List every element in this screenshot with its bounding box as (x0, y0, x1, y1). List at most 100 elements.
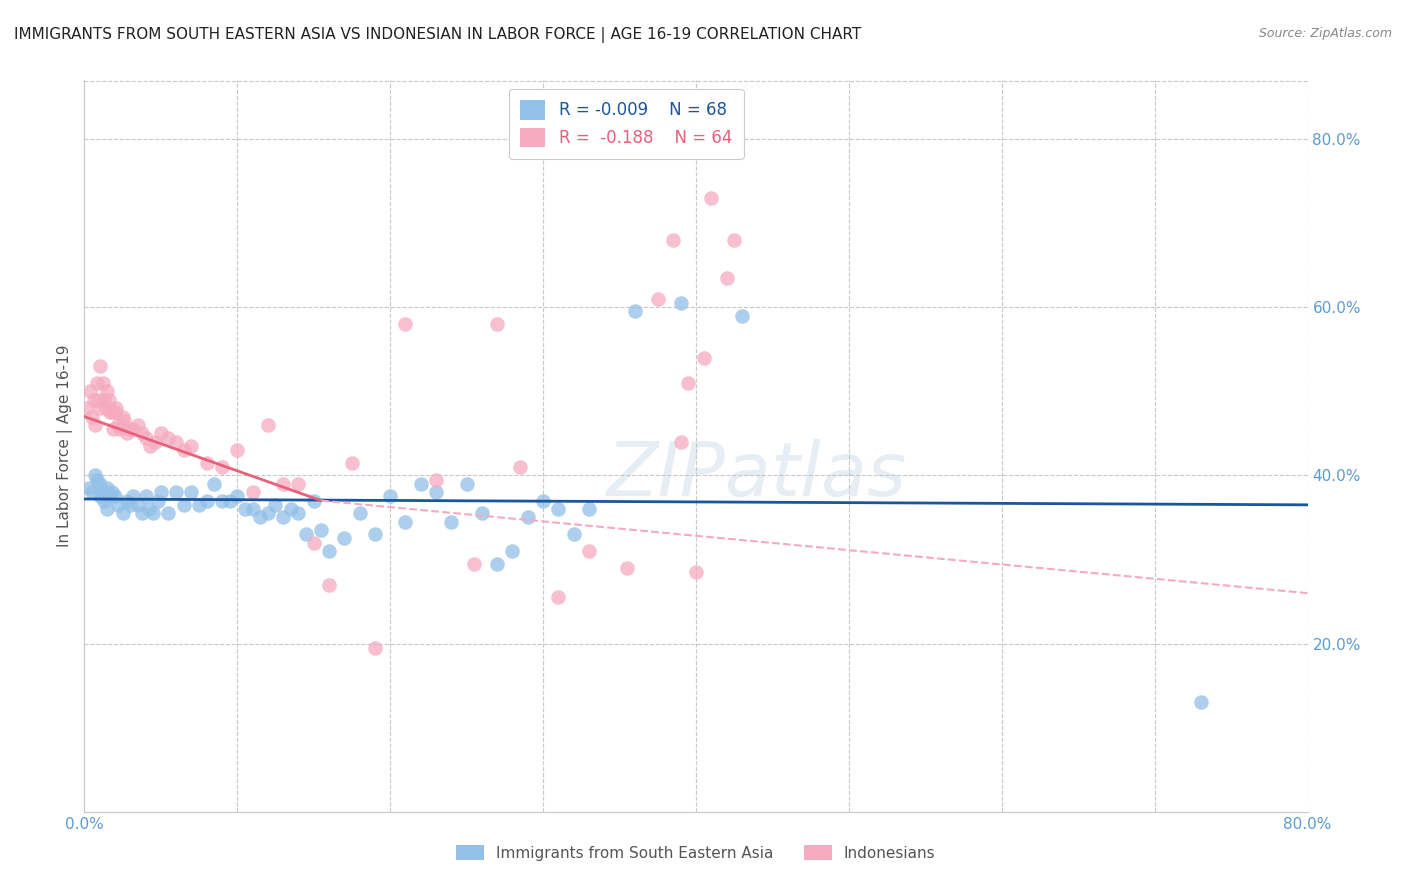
Point (486, 557, 509, 571)
Point (364, 527, 387, 541)
Point (509, 460, 531, 475)
Point (311, 523, 333, 537)
Point (84, 468, 107, 483)
Legend: Immigrants from South Eastern Asia, Indonesians: Immigrants from South Eastern Asia, Indo… (447, 836, 945, 870)
Point (264, 498, 287, 512)
Point (93, 392, 115, 407)
Point (77, 481, 100, 495)
Point (578, 544, 600, 558)
Point (425, 485, 447, 500)
Point (108, 422, 131, 436)
Point (318, 544, 340, 558)
Point (349, 506, 371, 520)
Point (394, 515, 416, 529)
Point (104, 490, 127, 504)
Point (135, 431, 157, 445)
Point (562, 527, 585, 541)
Point (80, 409, 103, 424)
Point (1189, 695, 1212, 709)
Point (87, 392, 110, 407)
Point (146, 493, 169, 508)
Point (89, 359, 111, 373)
Point (120, 422, 142, 436)
Point (211, 493, 233, 508)
Point (242, 485, 264, 500)
Point (94, 401, 117, 416)
Point (226, 443, 249, 458)
Point (716, 270, 738, 285)
Point (149, 426, 172, 441)
Point (211, 460, 233, 475)
Point (287, 476, 309, 491)
Point (662, 233, 685, 247)
Point (104, 405, 127, 419)
Point (91, 376, 114, 390)
Point (364, 640, 387, 655)
Point (249, 510, 271, 524)
Point (131, 506, 153, 520)
Point (98, 405, 121, 419)
Point (86, 376, 108, 390)
Point (115, 493, 138, 508)
Point (101, 405, 124, 419)
Point (302, 535, 325, 549)
Point (79, 384, 101, 399)
Point (131, 426, 153, 441)
Point (89, 490, 111, 504)
Point (111, 409, 134, 424)
Point (127, 417, 149, 432)
Point (257, 417, 280, 432)
Point (139, 439, 162, 453)
Point (143, 434, 166, 449)
Point (105, 401, 128, 416)
Point (624, 304, 647, 318)
Text: ZIPatlas: ZIPatlas (607, 439, 907, 511)
Point (138, 502, 160, 516)
Point (120, 498, 142, 512)
Point (394, 317, 416, 331)
Point (333, 532, 356, 546)
Point (96, 481, 118, 495)
Point (295, 527, 318, 541)
Point (142, 506, 165, 520)
Point (242, 502, 264, 516)
Point (86, 473, 108, 487)
Point (127, 498, 149, 512)
Point (463, 557, 485, 571)
Point (723, 233, 745, 247)
Point (257, 506, 280, 520)
Point (302, 493, 325, 508)
Point (531, 493, 554, 508)
Point (188, 498, 211, 512)
Point (97, 392, 120, 407)
Text: Source: ZipAtlas.com: Source: ZipAtlas.com (1258, 27, 1392, 40)
Point (195, 456, 218, 470)
Point (97, 490, 120, 504)
Point (91, 485, 114, 500)
Point (287, 506, 309, 520)
Point (678, 376, 700, 390)
Point (516, 510, 538, 524)
Point (165, 485, 187, 500)
Point (149, 485, 172, 500)
Point (157, 431, 180, 445)
Point (173, 498, 195, 512)
Point (135, 490, 157, 504)
Point (218, 493, 240, 508)
Point (83, 392, 105, 407)
Point (233, 502, 256, 516)
Point (578, 502, 600, 516)
Point (226, 490, 249, 504)
Point (280, 502, 302, 516)
Point (547, 502, 569, 516)
Point (103, 422, 125, 436)
Point (180, 439, 202, 453)
Y-axis label: In Labor Force | Age 16-19: In Labor Force | Age 16-19 (58, 344, 73, 548)
Point (89, 401, 111, 416)
Point (647, 292, 669, 306)
Point (111, 506, 134, 520)
Point (157, 506, 180, 520)
Point (93, 493, 115, 508)
Point (101, 485, 124, 500)
Point (700, 191, 723, 205)
